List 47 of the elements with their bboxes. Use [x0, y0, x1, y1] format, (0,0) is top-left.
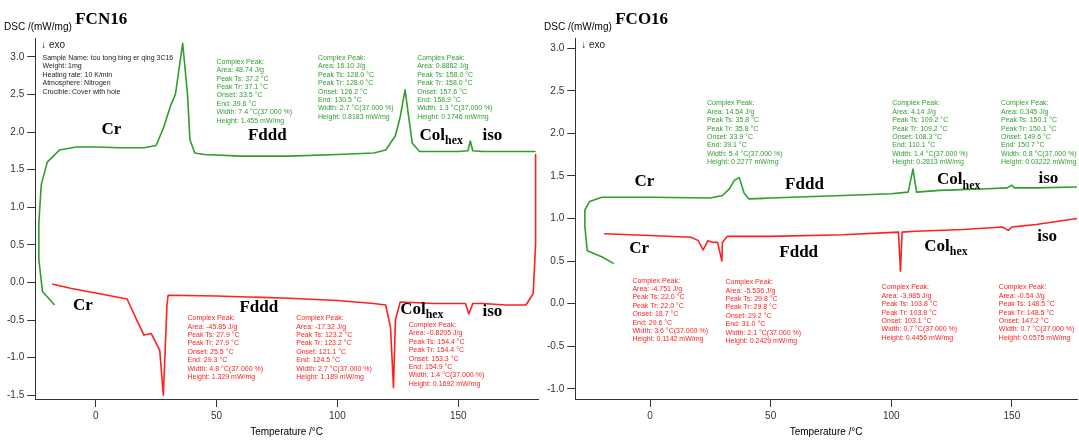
annotation: Fddd [247, 124, 288, 144]
chart-title: FCO16 [615, 9, 669, 28]
annotation: ↓ exo [581, 39, 606, 50]
x-tick-label: 150 [449, 409, 468, 421]
y-tick-label: 0.0 [550, 297, 565, 309]
y-tick-label: 1.5 [550, 169, 565, 181]
y-tick-label: 1.5 [10, 163, 25, 175]
y-tick-label: -1.0 [7, 351, 25, 363]
y-tick-label: 2.5 [550, 84, 565, 96]
y-tick-label: 1.0 [550, 212, 565, 224]
annotation: Cr [101, 118, 122, 138]
y-tick-label: 0.0 [10, 276, 25, 288]
x-tick-label: 150 [1003, 409, 1021, 421]
annotation: Cr [634, 171, 655, 191]
annotation: Cr [629, 238, 650, 258]
y-tick-label: 2.5 [10, 88, 25, 100]
annotation: iso [482, 124, 503, 144]
y-axis-title: DSC /(mW/mg) [4, 21, 72, 32]
x-tick-label: 0 [92, 409, 99, 421]
annotation: Cr [72, 294, 94, 314]
chart-title: FCN16 [75, 9, 128, 28]
x-axis-title: Temperature /°C [789, 426, 863, 437]
x-tick-label: 100 [329, 409, 347, 421]
y-tick-label: 3.0 [550, 41, 565, 53]
y-tick-label: 0.5 [550, 254, 565, 266]
y-tick-label: 1.0 [10, 200, 25, 212]
annotation: iso [1037, 225, 1058, 245]
x-tick-label: 50 [765, 409, 777, 421]
y-tick-label: -0.5 [547, 339, 565, 351]
y-axis-title: DSC /(mW/mg) [544, 21, 612, 32]
annotation: ↓ exo [41, 39, 66, 50]
annotation: iso [482, 300, 503, 320]
y-tick-label: 2.0 [10, 125, 25, 137]
y-tick-label: 3.0 [10, 50, 25, 62]
x-tick-label: 50 [210, 409, 223, 421]
y-tick-label: 0.5 [10, 238, 25, 250]
x-axis-title: Temperature /°C [250, 426, 324, 437]
y-tick-label: -0.5 [7, 313, 25, 325]
annotation: Fddd [779, 241, 819, 261]
annotation: Fddd [785, 173, 825, 193]
annotation: Fddd [239, 296, 279, 316]
x-tick-label: 0 [647, 409, 654, 421]
y-tick-label: 2.0 [550, 127, 565, 139]
x-tick-label: 100 [882, 409, 901, 421]
y-tick-label: -1.5 [7, 388, 25, 400]
annotation: iso [1038, 167, 1059, 187]
y-tick-label: -1.0 [547, 382, 565, 394]
